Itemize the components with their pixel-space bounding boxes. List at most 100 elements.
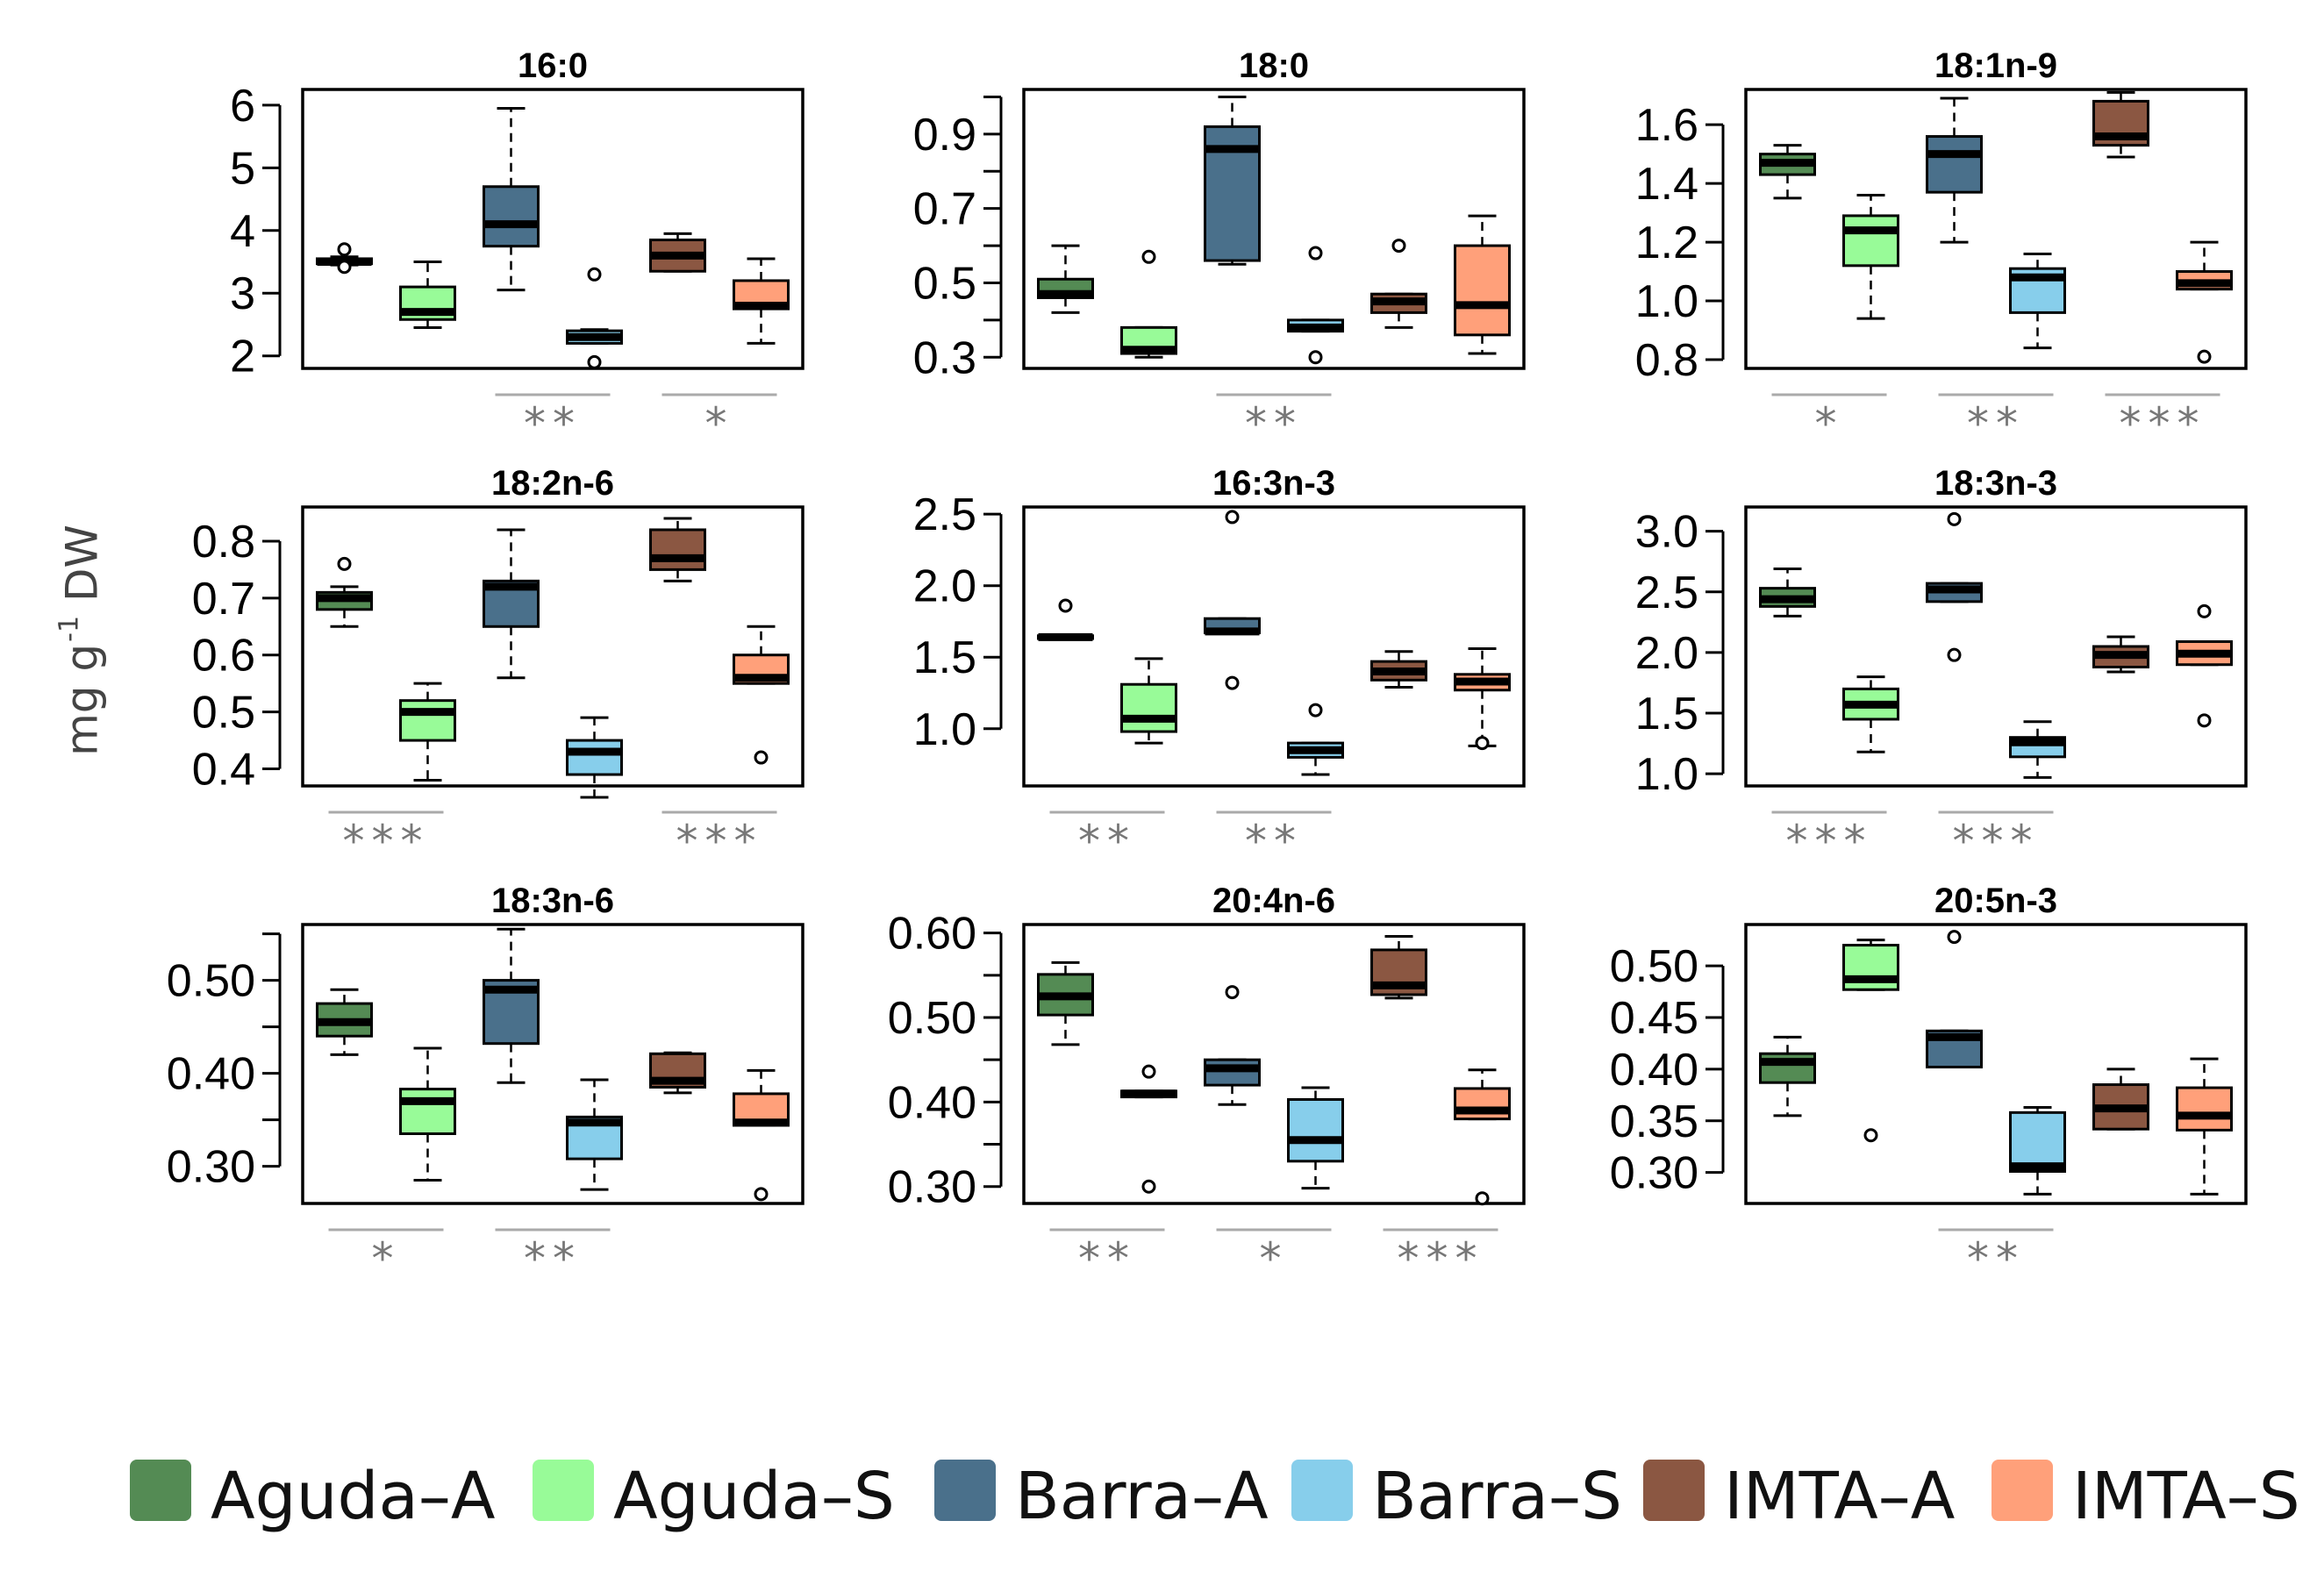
box-imta-s <box>1454 646 1511 751</box>
outlier-point <box>337 556 352 571</box>
box-barra-s <box>1287 1086 1344 1190</box>
y-tick-label: 3.0 <box>1635 507 1698 558</box>
box-imta-s <box>2176 1057 2233 1196</box>
outlier-point <box>1225 510 1240 525</box>
outlier-point <box>337 242 352 257</box>
significance-label: *** <box>1398 1233 1484 1284</box>
box-barra-s <box>566 267 623 369</box>
box-barra-s <box>566 1078 623 1191</box>
panel-20-5n-3: 20:5n-3 0.300.350.400.450.50 ** <box>1610 882 2248 1284</box>
significance-label: *** <box>2120 398 2206 449</box>
outlier-point <box>1947 930 1962 945</box>
panel-frame <box>1744 88 2248 370</box>
box-imta-a <box>1370 650 1427 689</box>
box-aguda-a <box>1037 244 1094 314</box>
y-tick-label: 6 <box>230 81 255 132</box>
y-tick-label: 0.7 <box>913 184 976 235</box>
box-aguda-a <box>1759 568 1816 618</box>
box-aguda-s <box>399 682 456 782</box>
panel-title: 16:3n-3 <box>1212 464 1335 503</box>
y-tick-label: 0.8 <box>192 517 255 568</box>
box-imta-s <box>1454 214 1511 355</box>
box-barra-a <box>483 927 540 1084</box>
significance-label: *** <box>676 816 763 867</box>
y-axis-label-superscript: -1 <box>54 615 85 642</box>
panel-frame <box>1022 505 1526 788</box>
box-body <box>399 699 456 742</box>
y-tick-label: 5 <box>230 143 255 194</box>
panel-frame <box>1744 505 2248 788</box>
y-tick-label: 0.40 <box>888 1077 976 1128</box>
panel-frame <box>1022 88 1526 370</box>
box-body <box>2176 1086 2233 1132</box>
box-aguda-s <box>1120 657 1177 745</box>
outlier-point <box>1947 511 1962 526</box>
significance-label: * <box>1815 398 1844 449</box>
box-imta-s <box>1454 1068 1511 1206</box>
panel-frame <box>1744 923 2248 1205</box>
panel-16-3n-3: 16:3n-3 1.0 1.5 2.0 2.5 ** ** <box>913 464 1526 867</box>
box-aguda-a <box>316 988 373 1056</box>
legend-swatch <box>1991 1460 2053 1521</box>
outlier-point <box>1141 1179 1156 1194</box>
box-barra-s <box>2009 252 2066 350</box>
box-body <box>1926 135 1983 194</box>
y-tick-label: 0.40 <box>167 1049 255 1100</box>
y-tick-label: 0.8 <box>1635 335 1698 386</box>
box-body <box>566 739 623 776</box>
panel-title: 18:3n-3 <box>1934 464 2057 503</box>
panel-title: 18:3n-6 <box>491 882 614 920</box>
box-barra-a <box>483 528 540 680</box>
panel-title: 18:2n-6 <box>491 464 614 503</box>
outlier-point <box>1141 1064 1156 1079</box>
box-imta-a <box>2092 1067 2149 1131</box>
box-aguda-s <box>399 1046 456 1182</box>
box-imta-a <box>649 1051 706 1095</box>
box-aguda-s <box>1120 1064 1177 1194</box>
box-aguda-a <box>1759 1035 1816 1117</box>
y-tick-label: 0.30 <box>888 1162 976 1213</box>
significance-label: * <box>705 398 734 449</box>
y-tick-label: 3 <box>230 268 255 319</box>
box-imta-s <box>733 257 790 345</box>
panel-18-0: 18:0 0.3 0.5 0.7 0.9 ** <box>913 46 1526 449</box>
box-aguda-s <box>1120 249 1177 359</box>
legend-label: IMTA–A <box>1724 1459 1956 1534</box>
box-body <box>399 1088 456 1135</box>
box-body <box>1842 214 1899 268</box>
box-body <box>1454 244 1511 337</box>
box-barra-a <box>1204 985 1261 1106</box>
box-body <box>1287 1097 1344 1163</box>
y-tick-label: 0.5 <box>913 258 976 309</box>
y-tick-label: 0.50 <box>888 993 976 1044</box>
panel-title: 20:5n-3 <box>1934 882 2057 920</box>
box-imta-s <box>2176 240 2233 364</box>
y-tick-label: 1.0 <box>1635 276 1698 327</box>
y-axis-label: mg g-1 DW <box>54 525 108 756</box>
box-barra-s <box>2009 1105 2066 1196</box>
significance-label: *** <box>343 816 430 867</box>
outlier-point <box>1308 350 1323 365</box>
significance-label: ** <box>1245 398 1303 449</box>
y-tick-label: 0.5 <box>192 688 255 739</box>
panel-18-2n-6: 18:2n-6 0.4 0.5 0.6 0.7 0.8 *** *** <box>192 464 804 867</box>
y-tick-label: 0.3 <box>913 332 976 383</box>
significance-label: ** <box>1967 1233 2025 1284</box>
box-body <box>1204 1058 1261 1087</box>
y-tick-label: 0.6 <box>192 631 255 682</box>
box-barra-s <box>2009 720 2066 779</box>
panel-18-3n-6: 18:3n-60.300.400.50* ** <box>167 882 804 1284</box>
box-aguda-a <box>1037 960 1094 1046</box>
box-imta-a <box>1370 934 1427 1000</box>
significance-label: ** <box>524 398 582 449</box>
box-body <box>2009 1110 2066 1173</box>
panel-20-4n-6: 20:4n-60.300.400.500.60** * *** <box>888 882 1526 1284</box>
y-tick-label: 0.50 <box>1610 941 1698 992</box>
box-body <box>649 528 706 571</box>
legend-label: Aguda–S <box>613 1459 895 1534</box>
significance-label: * <box>372 1233 401 1284</box>
box-imta-s <box>2176 603 2233 728</box>
outlier-point <box>1308 246 1323 261</box>
panel-title: 18:0 <box>1239 46 1309 85</box>
